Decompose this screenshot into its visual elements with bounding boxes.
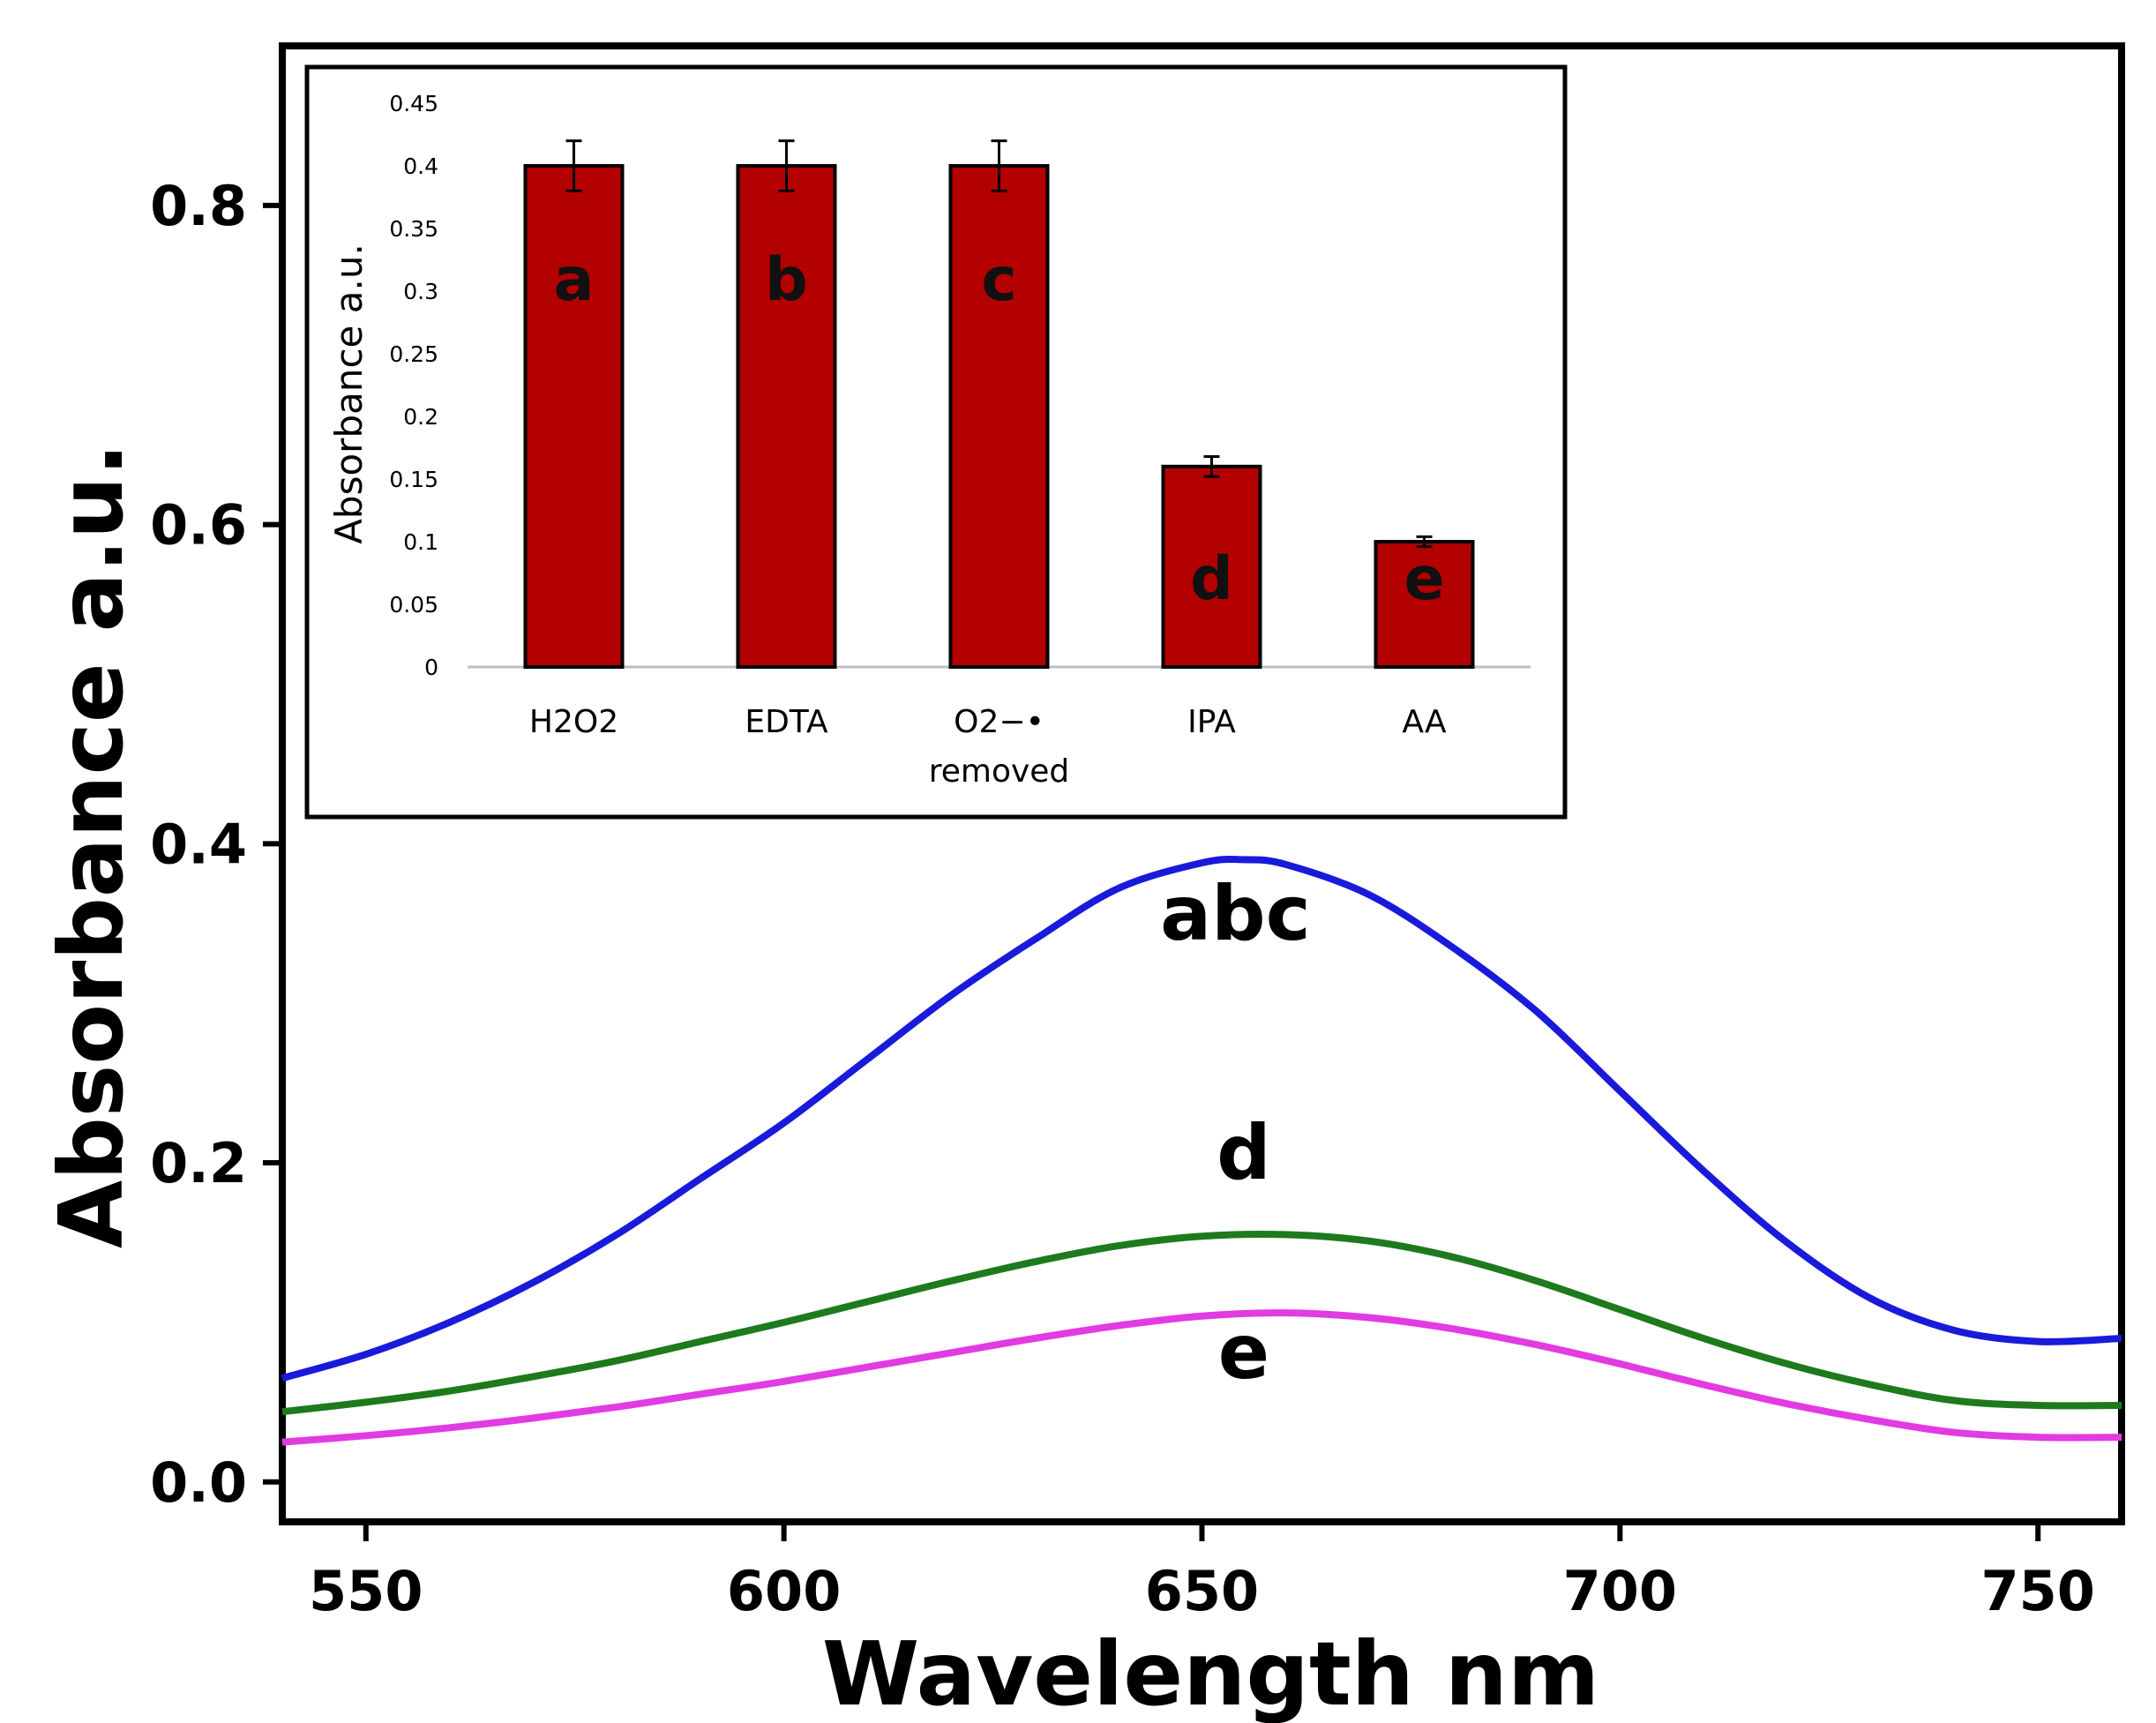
inset-category-label-line: EDTA <box>745 704 828 740</box>
inset-y-tick-label: 0.35 <box>389 216 438 242</box>
curve-label-abc: abc <box>1160 870 1311 958</box>
inset-category-label-line: AA <box>1402 704 1447 740</box>
x-tick-label: 650 <box>1145 1559 1259 1623</box>
series-line-abc <box>281 855 2122 1382</box>
y-tick-label: 0.4 <box>150 812 247 876</box>
inset-category-label: O2−• removed <box>929 704 1070 790</box>
inset-y-tick-label: 0 <box>424 655 438 680</box>
inset-category-label-line: removed <box>929 753 1070 790</box>
inset-bar-chart: 0 0.05 0.1 0.15 0.2 0.25 0.3 0.35 0.4 0.45 Absorba… <box>304 64 1568 820</box>
inset-category-label-line: IPA <box>1187 704 1236 740</box>
inset-y-tick-label: 0.1 <box>403 529 438 555</box>
y-axis-title: Absorbance a.u. <box>40 443 143 1248</box>
series-line-d <box>281 1230 2122 1416</box>
inset-y-tick-label: 0.3 <box>403 279 438 304</box>
inset-y-tick-label: 0.4 <box>403 154 438 179</box>
inset-bar <box>736 164 837 669</box>
inset-y-tick-label: 0.25 <box>389 341 438 367</box>
inset-category-label-line: H2O2 <box>529 704 618 740</box>
inset-bar <box>1374 540 1475 669</box>
curve-label-e: e <box>1218 1308 1269 1397</box>
inset-bar-letter: c <box>981 245 1016 315</box>
y-tick-label: 0.2 <box>150 1131 247 1195</box>
x-tick-label: 550 <box>309 1559 423 1623</box>
inset-y-tick-label: 0.05 <box>389 592 438 618</box>
inset-category-label: IPA <box>1187 704 1236 740</box>
y-tick-label: 0.0 <box>150 1450 247 1515</box>
inset-y-tick-label: 0.2 <box>403 404 438 430</box>
inset-bar <box>523 164 625 669</box>
y-tick-label: 0.8 <box>150 174 247 238</box>
inset-bar-letter: a <box>554 245 595 315</box>
inset-category-label-line: O2−• <box>954 704 1044 740</box>
x-tick-label: 600 <box>727 1559 841 1623</box>
series-line-e <box>281 1309 2122 1446</box>
inset-bar <box>948 164 1050 669</box>
inset-bar <box>1161 464 1262 669</box>
inset-bar-letter: d <box>1190 544 1233 614</box>
y-tick-label: 0.6 <box>150 493 247 558</box>
inset-y-axis-title: Absorbance a.u. <box>327 243 371 544</box>
inset-y-tick-label: 0.15 <box>389 467 438 492</box>
inset-bar-letter: b <box>765 245 808 315</box>
inset-frame <box>304 64 1568 820</box>
inset-category-label: EDTA <box>745 704 828 740</box>
main-plot: 550 600 650 700 750 0.0 0.2 0.4 0.6 0.8 Wavelength… <box>40 42 2125 1723</box>
curve-label-d: d <box>1216 1109 1271 1197</box>
x-tick-label: 750 <box>1981 1559 2095 1623</box>
inset-y-tick-label: 0.45 <box>389 91 438 116</box>
inset-category-label: AA <box>1402 704 1447 740</box>
x-axis-title: Wavelength nm <box>822 1622 1599 1723</box>
inset-bar-letter: e <box>1404 544 1444 614</box>
x-tick-label: 700 <box>1563 1559 1677 1623</box>
inset-category-label: H2O2 <box>529 704 618 740</box>
